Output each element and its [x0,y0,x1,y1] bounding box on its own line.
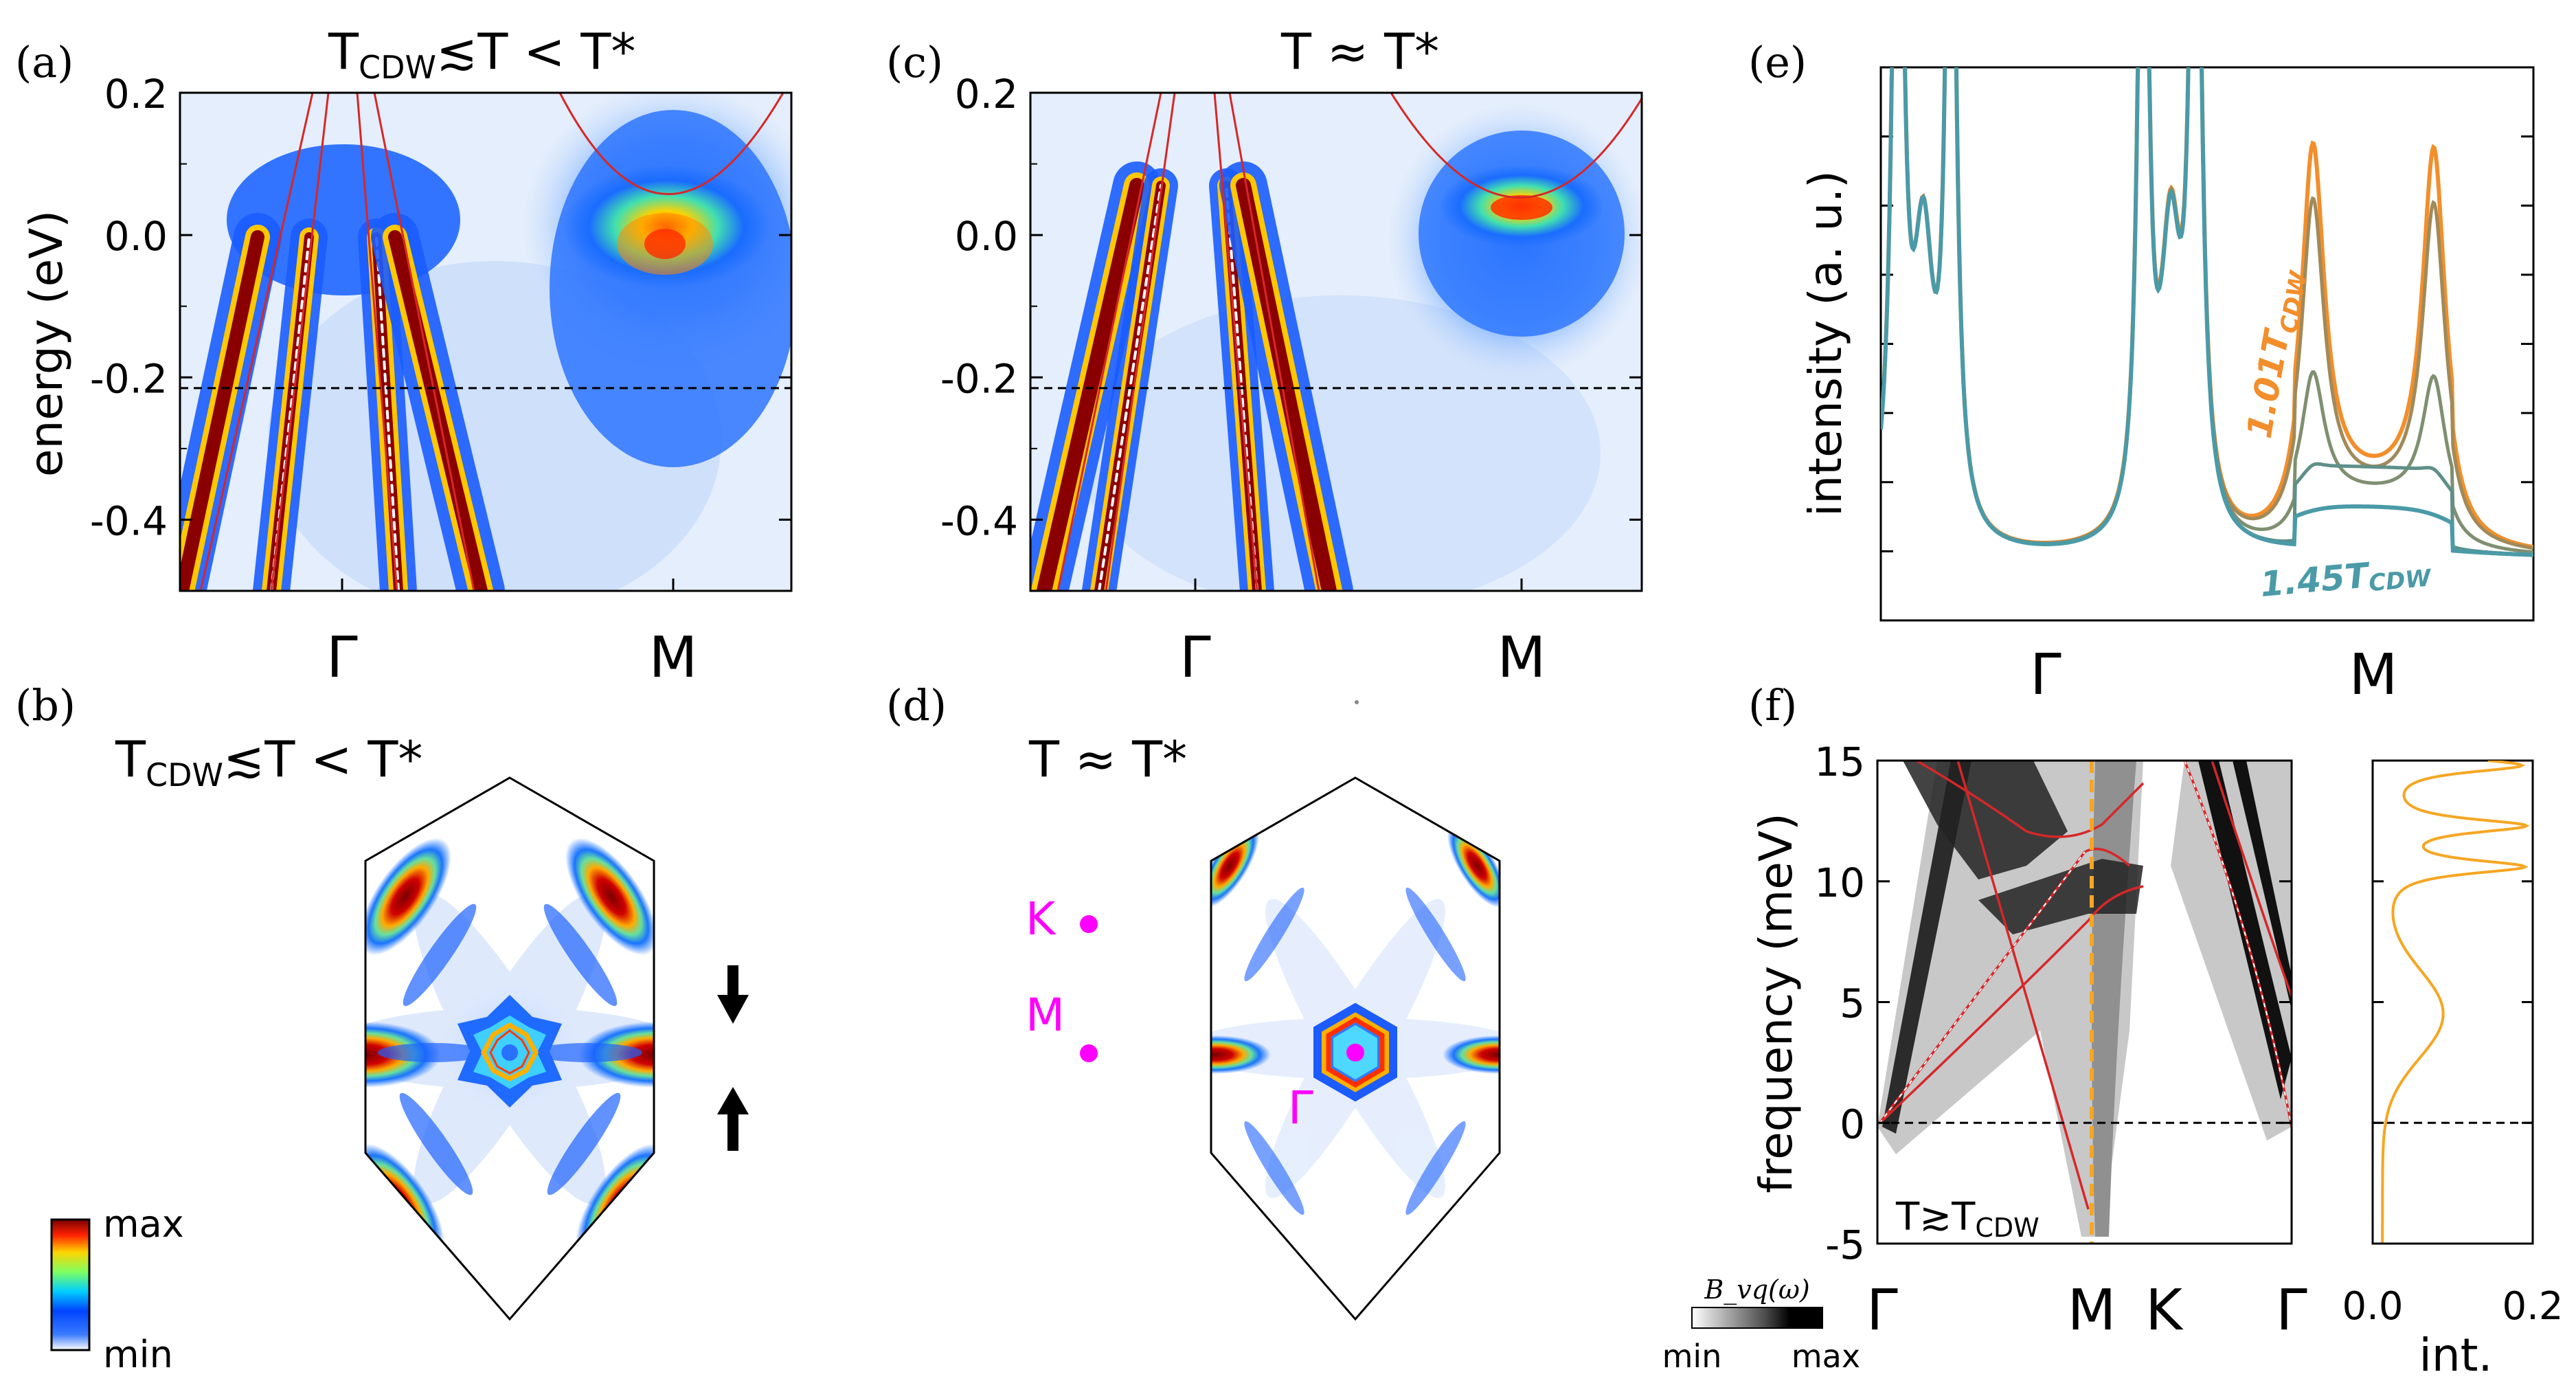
panel-b-arrow-up [717,1087,749,1151]
panel-e-xtick-m: M [2349,642,2398,708]
panel-a-xtick-m: M [649,625,698,690]
f-ytick-label: 0 [1840,1101,1865,1147]
ytick-label: -0.2 [940,355,1018,402]
f-ytick-label: -5 [1825,1222,1865,1268]
panel-f-side-xtick-0: 0.0 [2342,1284,2403,1329]
panel-c: (c) T ≈ T* [886,23,1643,690]
panel-f-side-xtick-1: 0.2 [2502,1284,2563,1329]
panel-f-side-xlabel: int. [2419,1329,2492,1381]
panel-f-side-curve [2381,761,2530,1244]
panel-c-frame [1029,91,1643,592]
panel-d-label-m: M [1026,989,1065,1042]
panel-e-ylabel: intensity (a. u.) [1799,170,1852,517]
ytick-label: -0.2 [90,355,168,402]
f-ytick-label: 15 [1814,739,1865,785]
panel-d-label-k: K [1026,892,1057,945]
panel-b: (b) TCDW≲T < T* [15,680,749,1376]
panel-f-xtick-k: K [2145,1278,2184,1343]
panel-d-label-gamma: Γ [1288,1081,1313,1134]
stray-dot [1355,700,1359,704]
ytick-label: -0.4 [90,497,168,544]
panel-f-heatmap [1877,761,2292,1244]
panel-f: (f) [1662,680,2564,1381]
gray-colorbar-min: min [1662,1338,1722,1375]
ytick-label: 0.2 [104,71,168,117]
panel-c-title: T ≈ T* [1280,23,1439,80]
ytick-label: -0.4 [940,497,1018,544]
ytick-label: 0.0 [955,213,1018,260]
panel-c-yaxis: 0.2 0.0 -0.2 -0.4 [940,71,1642,592]
panel-f-ylabel: frequency (meV) [1750,813,1803,1193]
panel-b-arrow-down [717,965,749,1024]
f-ytick-label: 10 [1814,860,1865,906]
panel-f-side-ticks [2373,759,2533,1245]
panel-d-gamma-point [1346,1044,1364,1062]
panel-d: (d) T ≈ T* [886,680,1501,1321]
panel-e-label-1-45: 1.45TCDW [2259,550,2433,607]
gray-colorbar [1691,1307,1823,1329]
gray-colorbar-label: B_vq(ω) [1704,1275,1809,1305]
panel-c-heatmap [1030,93,1642,591]
gray-colorbar-max: max [1792,1338,1860,1375]
panel-e-letter: (e) [1748,37,1807,87]
panel-a-heatmap [180,93,791,591]
panel-d-title: T ≈ T* [1028,730,1187,788]
panel-f-side-frame [2371,759,2534,1245]
panel-a-yaxis: 0.2 0.0 -0.2 -0.4 [90,71,791,592]
jet-colorbar-min: min [103,1333,173,1376]
panel-f-letter: (f) [1748,680,1797,730]
ytick-label: 0.2 [955,71,1018,117]
panel-b-letter: (b) [15,680,76,730]
ytick-label: 0.0 [104,213,168,260]
panel-f-annotation: T≳TCDW [1895,1195,2040,1243]
panel-f-xtick-m: M [2068,1278,2116,1343]
panel-a-letter: (a) [15,37,74,87]
panel-f-xtick-gamma-left: Γ [1866,1278,1898,1343]
panel-e-series [1881,67,2533,557]
jet-colorbar-max: max [103,1202,184,1246]
panel-b-title: TCDW≲T < T* [115,730,422,794]
panel-d-brillouin-zone [1210,776,1501,1321]
panel-a-xtick-gamma: Γ [326,625,358,690]
panel-c-xtick-m: M [1498,625,1546,690]
panel-e-xtick-gamma: Γ [2030,642,2061,708]
panel-c-letter: (c) [886,37,943,87]
panel-b-fermi-map [365,778,654,1319]
e-series-line-5 [1881,67,2533,557]
panel-a-title: TCDW≲T < T* [328,23,635,86]
panel-f-xtick-gamma-right: Γ [2276,1278,2307,1343]
f-ytick-label: 5 [1840,980,1865,1027]
panel-d-m-point [1080,1044,1098,1062]
jet-colorbar [50,1218,91,1351]
panel-a-ylabel: energy (eV) [20,210,73,477]
panel-a-frame [179,91,793,592]
panel-c-xtick-gamma: Γ [1179,625,1211,690]
panel-e: (e) intensity (a. u.) Γ M 1.01TCDW 1.45T… [1748,37,2535,708]
panel-d-letter: (d) [886,680,947,730]
panel-d-k-point [1080,915,1098,933]
panel-a: (a) TCDW≲T < T* [15,23,793,690]
panel-b-brillouin-zone [364,776,655,1321]
panel-f-yaxis: -5 0 5 10 15 [1814,739,2292,1268]
